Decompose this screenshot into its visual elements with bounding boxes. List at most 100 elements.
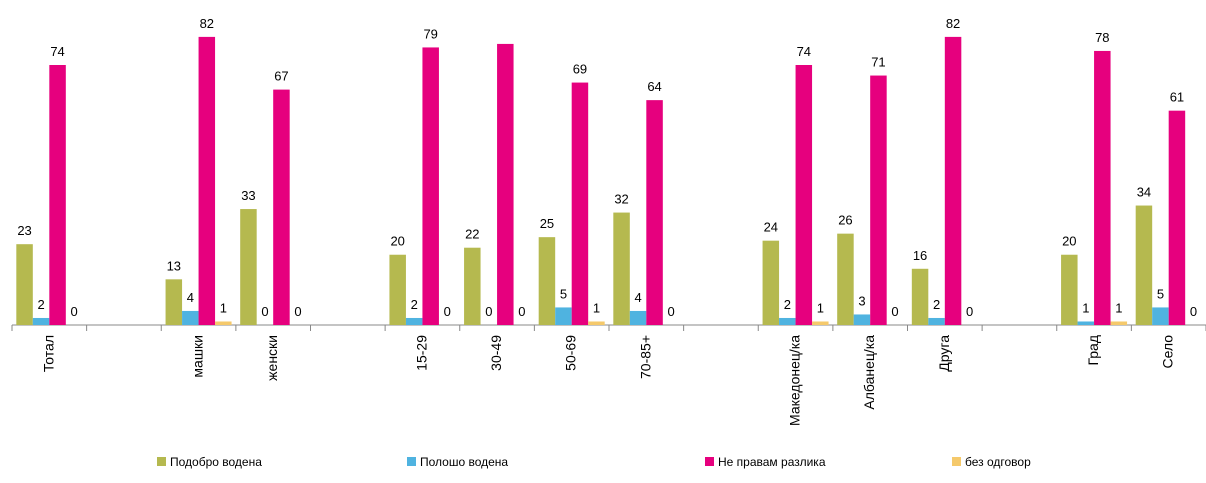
bar [853,314,871,325]
x-tick-label: Македонец/ка [787,335,803,426]
data-label: 0 [294,304,301,319]
bar [273,89,290,325]
data-label: 74 [797,44,811,59]
data-label: 0 [966,304,973,319]
legend-label: без одговор [965,455,1031,469]
bar [32,317,50,325]
data-label: 74 [50,44,64,59]
data-label: 32 [614,192,628,207]
x-tick-label: женски [264,335,280,381]
bar [613,212,630,325]
data-label: 20 [390,234,404,249]
bar [795,65,813,325]
data-label: 82 [200,16,214,31]
legend-label: Не правам разлика [718,455,826,469]
legend-label: Полошо водена [420,455,508,469]
data-label: 82 [946,16,960,31]
data-label: 13 [167,258,181,273]
bar [389,254,406,325]
data-label: 22 [465,227,479,242]
data-label: 1 [593,300,600,315]
data-label: 5 [1157,286,1164,301]
x-tick-label: 70-85+ [637,335,653,379]
data-label: 4 [634,290,641,305]
x-tick-label: 15-29 [413,335,429,371]
x-tick-label: Тотал [40,335,56,372]
x-tick-label: Албанец/ка [861,335,877,410]
data-label: 0 [444,304,451,319]
data-label: 0 [70,304,77,319]
x-tick-label: 30-49 [488,335,504,371]
x-tick-label: 50-69 [563,335,579,371]
bar [944,36,962,325]
data-label: 25 [540,216,554,231]
data-label: 26 [838,213,852,228]
data-label: 1 [220,300,227,315]
bar [1168,110,1186,325]
data-label: 78 [1095,30,1109,45]
data-label: 0 [518,304,525,319]
x-tick-label: Село [1160,335,1176,369]
x-tick-label: Град [1085,335,1101,366]
data-label: 69 [573,62,587,77]
bar [1094,50,1111,325]
data-label: 4 [187,290,194,305]
data-label: 1 [817,300,824,315]
bar [911,268,929,325]
data-label: 64 [647,79,661,94]
data-label: 67 [274,69,288,84]
bar [240,209,257,325]
data-label: 0 [485,304,492,319]
bar [198,36,216,325]
bar [870,75,887,325]
bar [571,82,589,325]
x-tick-label: Друга [936,335,952,372]
data-label: 2 [37,297,44,312]
legend-swatch [705,457,714,466]
legend-swatch [952,457,961,466]
bar [464,247,481,325]
bar [928,317,945,325]
legend-swatch [157,457,166,466]
bar [538,237,556,325]
bar [1061,254,1078,325]
bar [555,307,572,325]
data-label: 1 [1082,300,1089,315]
bar [49,65,66,325]
data-label: 1 [1115,300,1122,315]
x-tick-label: машки [190,335,206,378]
data-label: 2 [933,297,940,312]
data-label: 79 [423,26,437,41]
bar [1077,321,1095,325]
bar [1110,321,1128,325]
data-label: 34 [1137,185,1151,200]
data-label: 0 [667,304,674,319]
data-label: 71 [871,55,885,70]
data-label: 24 [764,220,778,235]
bar [16,244,33,325]
bar [837,233,854,325]
data-label: 16 [913,248,927,263]
bar [646,100,663,325]
bar [182,310,199,325]
bar [588,321,605,325]
legend-swatch [407,457,416,466]
bar [165,279,183,325]
bar [762,240,780,325]
bar [1152,307,1169,325]
data-label: 2 [784,297,791,312]
bar [629,310,647,325]
bar [812,321,829,325]
data-label: 0 [1190,304,1197,319]
data-label: 3 [858,293,865,308]
data-label: 23 [17,223,31,238]
data-label: 61 [1170,90,1184,105]
legend-label: Подобро водена [170,455,262,469]
bar [215,321,232,325]
data-label: 2 [411,297,418,312]
data-label: 0 [261,304,268,319]
bar [497,43,514,326]
bar [422,47,439,325]
data-label: 0 [891,304,898,319]
